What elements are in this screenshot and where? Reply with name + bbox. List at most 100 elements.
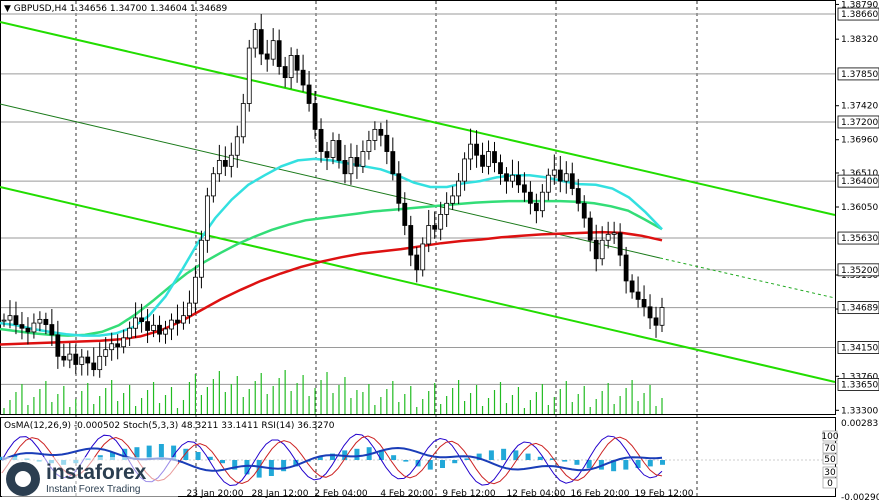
candle-body (647, 306, 653, 319)
candle-body (623, 254, 629, 282)
candle-body (240, 103, 246, 138)
candle-body (276, 40, 282, 67)
candle-body (528, 191, 533, 204)
y-tick-label: 1.38320 (841, 35, 878, 45)
stoch-main-line (1, 433, 663, 487)
osma-bar (195, 452, 201, 460)
level-tag (837, 341, 879, 354)
candle-body (581, 202, 587, 219)
candle-body (222, 160, 228, 167)
candle-body (504, 173, 509, 182)
osma-bar (647, 460, 653, 467)
candle-body (91, 362, 97, 371)
y-tick-label: 1.38790 (841, 0, 878, 10)
candle-body (133, 317, 139, 329)
osma-bar (110, 452, 115, 460)
candle-body (420, 243, 426, 271)
candle-body (593, 239, 599, 260)
candle-body (569, 173, 575, 189)
candle-body (653, 317, 659, 326)
candle-body (378, 128, 384, 136)
osma-bar (256, 460, 262, 478)
candle-body (641, 299, 647, 308)
candle-body (324, 151, 330, 158)
candle-body (366, 140, 372, 152)
candle-body (510, 174, 515, 182)
candle-body (181, 315, 186, 324)
level-tag-label: 1.34689 (841, 304, 878, 314)
candle-body (414, 254, 420, 271)
candle-body (139, 317, 144, 322)
candle-body (342, 160, 348, 175)
osma-bar (525, 453, 531, 460)
candle-body (354, 157, 360, 167)
candle-body (486, 151, 491, 167)
candle-body (198, 239, 204, 278)
osma-bar (134, 447, 140, 460)
level-tag-label: 1.34150 (841, 343, 878, 353)
osma-bar (403, 460, 409, 462)
level-tag-label: 1.37200 (841, 118, 878, 128)
indicator-level-label: 50 (824, 455, 836, 465)
level-tag (837, 231, 879, 245)
candle-body (480, 154, 485, 167)
y-tick-label: 1.36960 (841, 136, 878, 146)
candle-body (294, 55, 300, 71)
indicator-level-label: 100 (821, 432, 838, 442)
candle-body (557, 169, 563, 182)
candle-body (492, 151, 497, 164)
candle-body (330, 140, 336, 158)
indicator-level-label: 0 (827, 479, 833, 489)
candle-body (127, 327, 133, 339)
x-tick-label: 16 Feb 20:00 (570, 489, 629, 499)
x-tick-label: 12 Feb 04:00 (506, 489, 565, 499)
rsi-line (1, 446, 663, 472)
candle-body (216, 160, 222, 175)
candle-body (115, 343, 121, 348)
level-tag (837, 7, 879, 21)
indicator-tick-label: -0.002901 (841, 493, 879, 503)
osma-bar (550, 458, 555, 460)
candle-body (19, 324, 25, 329)
candle-body (1, 319, 7, 322)
x-tick-label: 9 Feb 12:00 (442, 489, 496, 499)
candle-body (408, 225, 414, 256)
candle-body (187, 302, 192, 317)
candle-body (31, 322, 37, 333)
level-tag-label: 1.33650 (841, 380, 878, 390)
candle-body (450, 195, 456, 204)
indicator-level-box (822, 477, 838, 489)
candle-body (228, 154, 234, 167)
osma-bar (476, 453, 482, 460)
osma-bar (611, 460, 617, 472)
candle-body (210, 173, 216, 197)
indicator-level-label: 70 (824, 444, 836, 454)
candle-body (234, 136, 240, 156)
y-tick-label: 1.33760 (841, 372, 878, 382)
candle-body (252, 29, 258, 49)
candle-body (516, 174, 521, 186)
level-tag (837, 378, 879, 391)
candle-body (522, 184, 527, 193)
indicator-level-box (822, 466, 838, 478)
osma-bar (586, 460, 592, 468)
indicator-header: OsMA(12,26,9) -0.000502 Stoch(5,3,3) 48.… (4, 421, 335, 431)
chart-header: ▼ GBPUSD,H4 1.34656 1.34700 1.34604 1.34… (4, 4, 228, 14)
candle-body (629, 280, 635, 293)
candle-body (635, 291, 641, 300)
candle-body (384, 134, 390, 152)
candle-body (85, 356, 91, 364)
candle-body (336, 140, 342, 161)
osma-bar (378, 450, 384, 460)
osma-bar (440, 460, 445, 468)
candle-body (426, 225, 432, 245)
candle-body (67, 353, 73, 361)
logo-name: instaforex (46, 461, 147, 484)
osma-bar (232, 460, 238, 470)
candle-body (13, 315, 19, 325)
indicator-tick-label: 0.002837 (841, 419, 879, 429)
level-tag-label: 1.35630 (841, 234, 878, 244)
indicator-level-box (822, 442, 838, 454)
osma-bar (488, 450, 494, 460)
